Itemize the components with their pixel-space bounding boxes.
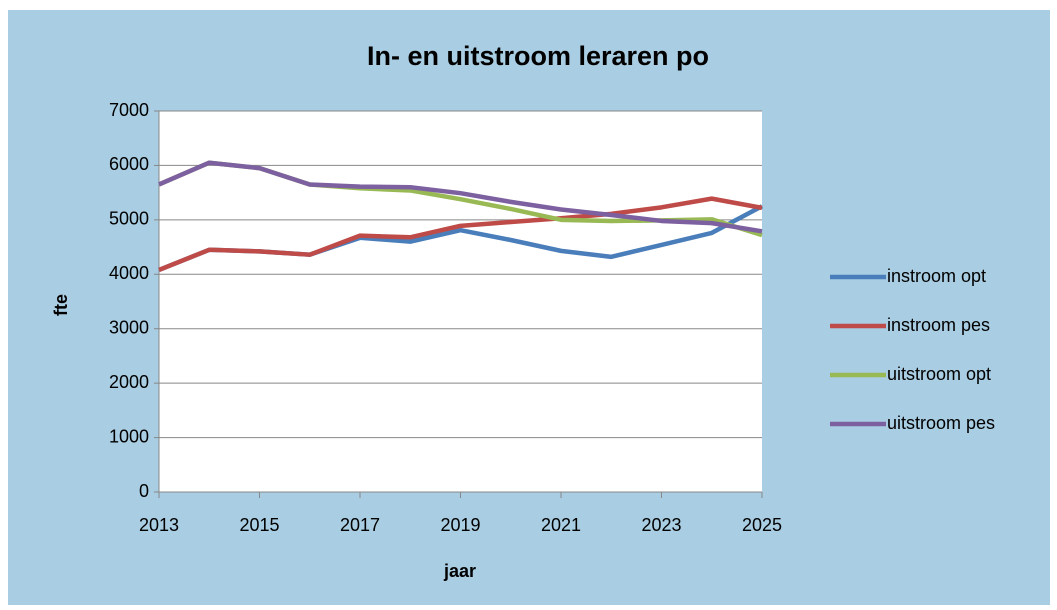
legend-label: instroom opt	[887, 266, 986, 286]
y-tick-label: 7000	[109, 100, 149, 120]
y-tick-label: 6000	[109, 154, 149, 174]
y-tick-label: 5000	[109, 209, 149, 229]
y-tick-label: 4000	[109, 263, 149, 283]
x-tick-label: 2013	[139, 515, 179, 535]
legend-label: uitstroom pes	[887, 413, 995, 433]
x-tick-label: 2015	[239, 515, 279, 535]
x-tick-label: 2017	[340, 515, 380, 535]
series-line	[158, 160, 763, 234]
y-axis-label: fte	[51, 294, 71, 316]
plot-area	[159, 111, 762, 492]
x-tick-label: 2021	[541, 515, 581, 535]
series-line	[158, 196, 763, 273]
legend-label: uitstroom opt	[887, 364, 991, 384]
x-tick-label: 2025	[742, 515, 782, 535]
x-axis-label: jaar	[443, 561, 476, 581]
y-tick-label: 1000	[109, 426, 149, 446]
y-tick-label: 2000	[109, 372, 149, 392]
y-tick-label: 3000	[109, 317, 149, 337]
x-tick-label: 2023	[641, 515, 681, 535]
legend-label: instroom pes	[887, 315, 990, 335]
chart-title: In- en uitstroom leraren po	[367, 41, 709, 71]
x-tick-label: 2019	[440, 515, 480, 535]
y-tick-label: 0	[139, 481, 149, 501]
